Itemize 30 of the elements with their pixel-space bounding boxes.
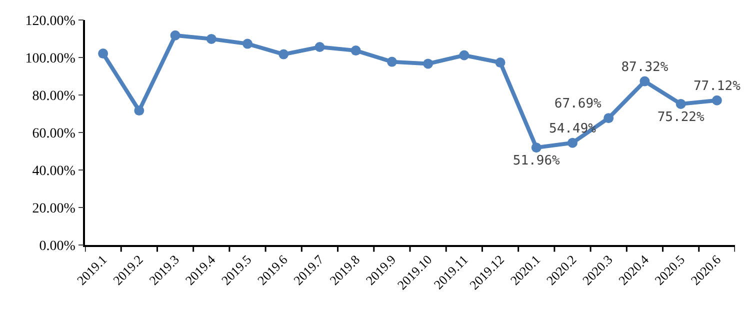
data-label: 67.69% (554, 96, 602, 112)
y-tick-label: 0.00% (39, 238, 76, 254)
point (278, 49, 289, 60)
y-tick-label: 80.00% (32, 88, 76, 104)
point (242, 38, 252, 49)
y-tick-label: 20.00% (32, 201, 76, 216)
y-tick-label: 60.00% (32, 126, 76, 142)
point (640, 76, 650, 86)
point (676, 98, 686, 109)
point (98, 48, 108, 59)
point (314, 42, 325, 52)
point (170, 30, 180, 40)
point (206, 34, 216, 44)
y-tick-label: 120.00% (25, 14, 76, 29)
point (495, 58, 506, 68)
point (459, 50, 470, 60)
point (134, 106, 144, 116)
point (386, 56, 397, 67)
data-label: 87.32% (621, 60, 668, 75)
y-tick-label: 40.00% (32, 164, 76, 179)
point (712, 95, 722, 106)
data-label: 75.22% (657, 110, 704, 125)
point (350, 46, 361, 56)
y-tick-label: 100.00% (25, 51, 76, 66)
data-label: 77.12% (693, 78, 741, 94)
point (604, 113, 614, 124)
point (531, 142, 542, 153)
point (568, 138, 578, 148)
data-label: 51.96% (512, 154, 560, 169)
point (423, 58, 434, 69)
